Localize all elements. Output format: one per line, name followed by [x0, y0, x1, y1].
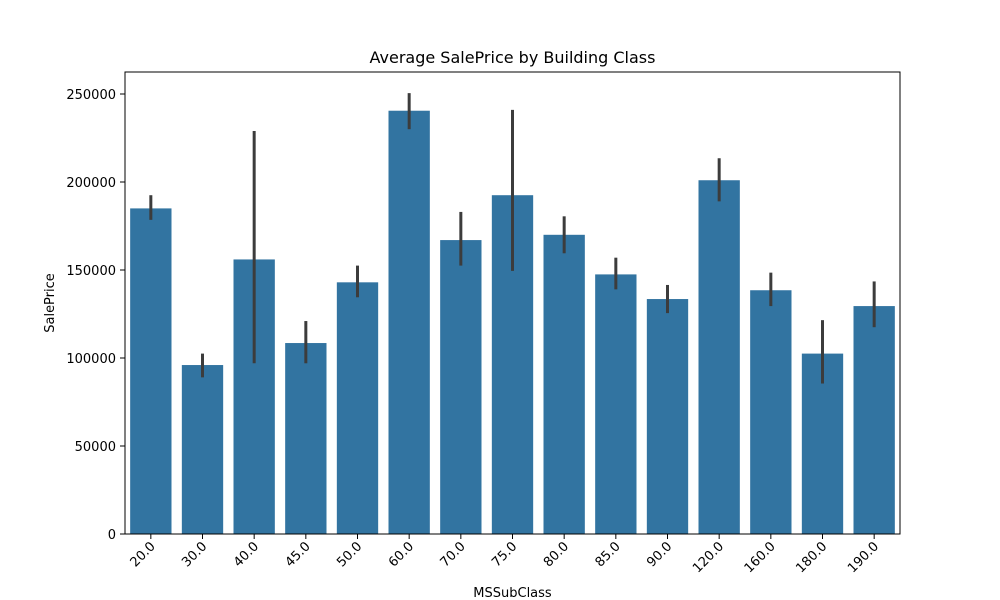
x-tick-label: 160.0: [742, 539, 779, 576]
y-tick-label: 0: [108, 528, 116, 543]
y-tick-label: 200000: [66, 176, 116, 191]
chart-title: Average SalePrice by Building Class: [370, 48, 656, 67]
bar-160.0: [750, 290, 792, 534]
x-tick-label: 80.0: [541, 539, 572, 570]
error-bars-layer: [149, 93, 876, 384]
x-tick-label: 190.0: [845, 539, 882, 576]
x-tick-label: 120.0: [690, 539, 727, 576]
y-axis-label: SalePrice: [43, 273, 58, 333]
x-tick-label: 60.0: [386, 539, 417, 570]
x-axis-label: MSSubClass: [473, 586, 552, 600]
x-tick-label: 45.0: [283, 539, 314, 570]
x-tick-label: 50.0: [334, 539, 365, 570]
bar-30.0: [181, 365, 224, 534]
bar-45.0: [285, 343, 327, 534]
x-axis: 20.0 30.0 40.0 45.0 50.0 60.0 70.0 75.0 80.0 85.0…: [128, 534, 882, 576]
x-tick-label: 85.0: [593, 539, 624, 570]
bar-70.0: [440, 240, 482, 534]
y-tick-label: 250000: [66, 88, 116, 103]
bar-120.0: [698, 180, 740, 535]
x-tick-label: 75.0: [489, 539, 520, 570]
y-axis: 0 50000 100000 150000 200000 250000: [66, 88, 125, 543]
x-tick-label: 70.0: [438, 539, 469, 570]
x-tick-label: 90.0: [644, 539, 675, 570]
y-tick-label: 150000: [66, 264, 116, 279]
bar-85.0: [595, 274, 637, 534]
bar-20.0: [130, 208, 172, 534]
y-tick-label: 100000: [66, 352, 116, 367]
y-tick-label: 50000: [75, 440, 116, 455]
bar-180.0: [801, 353, 844, 534]
x-tick-label: 20.0: [128, 539, 159, 570]
x-tick-label: 180.0: [793, 539, 830, 576]
x-tick-label: 30.0: [179, 539, 210, 570]
bar-90.0: [646, 299, 689, 534]
x-tick-label: 40.0: [231, 539, 262, 570]
bar-190.0: [853, 306, 895, 534]
bars-layer: [130, 110, 895, 535]
bar-80.0: [543, 234, 585, 535]
bar-50.0: [336, 282, 379, 534]
bar-60.0: [388, 110, 430, 534]
